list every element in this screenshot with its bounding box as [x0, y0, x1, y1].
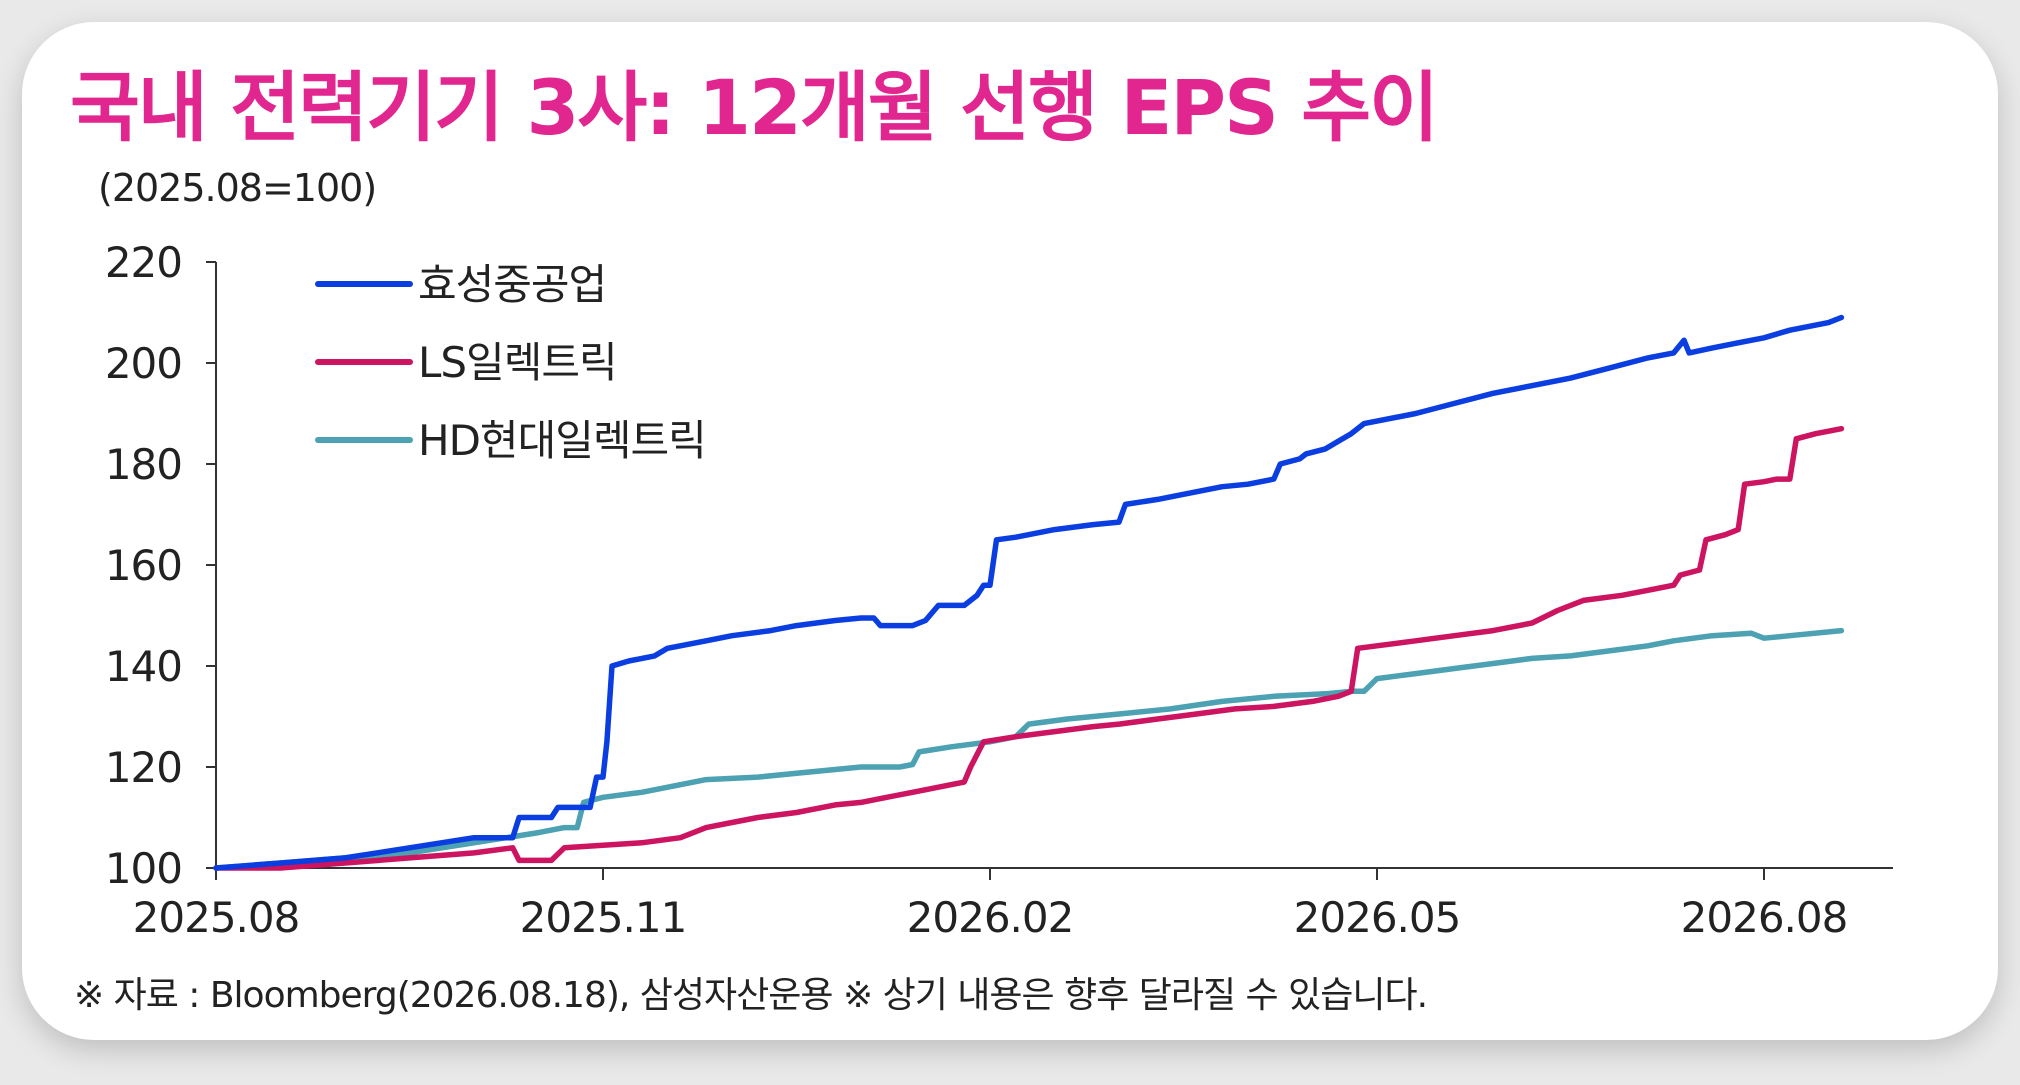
x-tick-label: 2026.05 [1294, 893, 1461, 942]
chart-title: 국내 전력기기 3사: 12개월 선행 EPS 추이 [70, 63, 1439, 152]
y-tick-label: 100 [105, 844, 182, 893]
chart-series [213, 314, 1845, 871]
unit-label: (2025.08=100) [98, 166, 377, 210]
legend-label: LS일렉트릭 [418, 338, 617, 387]
y-tick-label: 220 [105, 238, 182, 287]
y-tick-label: 120 [105, 743, 182, 792]
source-note: ※ 자료 : Bloomberg(2026.08.18), 삼성자산운용 ※ 상… [74, 975, 1428, 1016]
series-line-1 [213, 314, 1845, 871]
x-tick-label: 2025.08 [133, 893, 300, 942]
series-line-2 [213, 425, 1845, 871]
y-tick-label: 180 [105, 440, 182, 489]
y-tick-label: 200 [105, 339, 182, 388]
y-tick-label: 160 [105, 541, 182, 590]
x-tick-label: 2025.11 [520, 893, 687, 942]
legend-label: 효성중공업 [418, 260, 606, 309]
x-tick-label: 2026.08 [1681, 893, 1848, 942]
x-tick-label: 2026.02 [907, 893, 1074, 942]
series-line-3 [213, 627, 1845, 871]
y-tick-label: 140 [105, 642, 182, 691]
legend-label: HD현대일렉트릭 [418, 416, 706, 465]
chart-legend: 효성중공업 LS일렉트릭 HD현대일렉트릭 [315, 260, 707, 465]
chart-card [22, 22, 1998, 1040]
chart-axes: 100 120 140 160 180 200 220 2025.08 2025.11 2026.… [105, 238, 1893, 942]
